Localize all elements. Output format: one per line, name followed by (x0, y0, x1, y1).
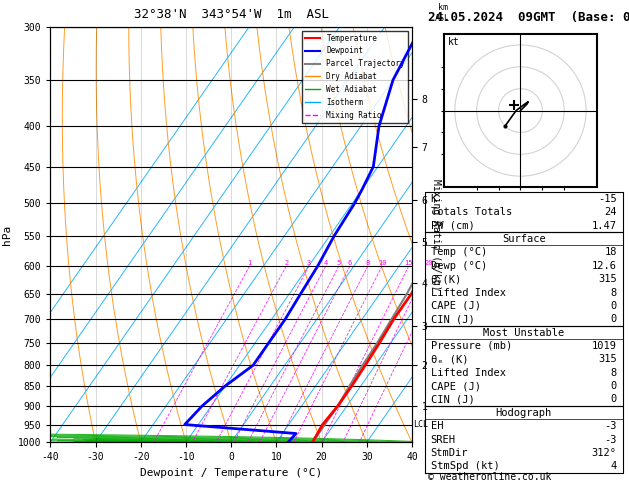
Text: 24: 24 (604, 208, 617, 217)
Text: LCL: LCL (413, 420, 428, 429)
Title: 32°38'N  343°54'W  1m  ASL: 32°38'N 343°54'W 1m ASL (133, 8, 329, 21)
Text: 18: 18 (604, 247, 617, 258)
Text: CIN (J): CIN (J) (430, 314, 474, 324)
Text: 312°: 312° (592, 448, 617, 458)
Text: Hodograph: Hodograph (496, 408, 552, 418)
Text: 1.47: 1.47 (592, 221, 617, 231)
Text: 3: 3 (307, 260, 311, 266)
Text: 20: 20 (424, 260, 433, 266)
Legend: Temperature, Dewpoint, Parcel Trajectory, Dry Adiabat, Wet Adiabat, Isotherm, Mi: Temperature, Dewpoint, Parcel Trajectory… (302, 31, 408, 122)
Text: -3: -3 (604, 434, 617, 445)
Text: 24.05.2024  09GMT  (Base: 06): 24.05.2024 09GMT (Base: 06) (428, 11, 629, 24)
Text: 0: 0 (611, 381, 617, 391)
Text: Totals Totals: Totals Totals (430, 208, 512, 217)
Text: Lifted Index: Lifted Index (430, 368, 506, 378)
Y-axis label: Mixing Ratio (g/kg): Mixing Ratio (g/kg) (431, 179, 442, 290)
Text: 315: 315 (598, 354, 617, 364)
Text: Lifted Index: Lifted Index (430, 288, 506, 297)
Text: kt: kt (448, 37, 460, 47)
Text: 1019: 1019 (592, 341, 617, 351)
X-axis label: Dewpoint / Temperature (°C): Dewpoint / Temperature (°C) (140, 468, 322, 478)
Text: Dewp (°C): Dewp (°C) (430, 261, 487, 271)
Text: EH: EH (430, 421, 443, 431)
Text: 4: 4 (611, 461, 617, 471)
Text: 6: 6 (348, 260, 352, 266)
Text: θₑ(K): θₑ(K) (430, 274, 462, 284)
Text: CAPE (J): CAPE (J) (430, 381, 481, 391)
Text: PW (cm): PW (cm) (430, 221, 474, 231)
Text: 2: 2 (284, 260, 289, 266)
Text: km
ASL: km ASL (435, 3, 450, 22)
Text: 0: 0 (611, 314, 617, 324)
Text: Temp (°C): Temp (°C) (430, 247, 487, 258)
Text: Most Unstable: Most Unstable (483, 328, 564, 338)
Text: 0: 0 (611, 301, 617, 311)
Text: 315: 315 (598, 274, 617, 284)
Text: SREH: SREH (430, 434, 455, 445)
Text: 8: 8 (365, 260, 370, 266)
Text: Surface: Surface (502, 234, 545, 244)
Text: -3: -3 (604, 421, 617, 431)
Text: 4: 4 (323, 260, 328, 266)
Text: StmDir: StmDir (430, 448, 468, 458)
Text: 8: 8 (611, 288, 617, 297)
Text: 12.6: 12.6 (592, 261, 617, 271)
Text: StmSpd (kt): StmSpd (kt) (430, 461, 499, 471)
Text: K: K (430, 194, 437, 204)
Text: -15: -15 (598, 194, 617, 204)
Text: 8: 8 (611, 368, 617, 378)
Text: 1: 1 (248, 260, 252, 266)
Y-axis label: hPa: hPa (3, 225, 12, 244)
Text: 10: 10 (378, 260, 386, 266)
Text: 15: 15 (404, 260, 413, 266)
Text: 5: 5 (337, 260, 341, 266)
Text: CIN (J): CIN (J) (430, 395, 474, 404)
Text: © weatheronline.co.uk: © weatheronline.co.uk (428, 472, 551, 482)
Text: CAPE (J): CAPE (J) (430, 301, 481, 311)
Text: 0: 0 (611, 395, 617, 404)
Text: Pressure (mb): Pressure (mb) (430, 341, 512, 351)
Text: θₑ (K): θₑ (K) (430, 354, 468, 364)
